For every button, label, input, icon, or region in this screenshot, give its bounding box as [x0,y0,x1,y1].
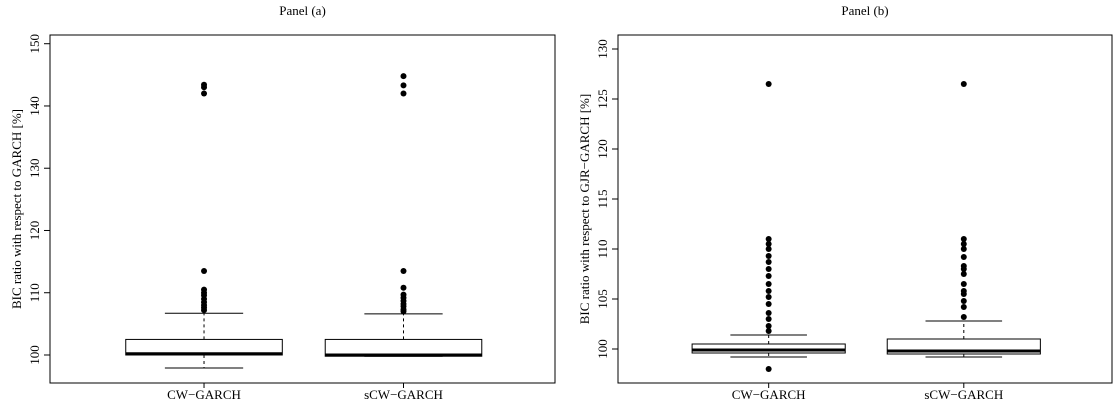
outlier [201,267,208,274]
outlier [765,366,772,372]
outlier [765,81,772,87]
outlier [765,281,772,287]
outlier [960,263,967,269]
plot-frame [617,34,1113,384]
outlier [960,304,967,310]
y-tick-label: 120 [27,221,42,241]
y-tick-label: 110 [595,239,610,258]
y-tick-label: 100 [595,339,610,359]
outlier [400,73,407,80]
outlier [400,267,407,274]
outlier [765,241,772,247]
outlier [960,254,967,260]
outlier [765,316,772,322]
outlier [201,81,208,88]
outlier [960,246,967,252]
y-tick-label: 115 [595,189,610,208]
outlier [765,301,772,307]
outlier [960,288,967,294]
y-tick-label: 140 [27,96,42,116]
y-tick-label: 130 [27,158,42,178]
y-axis-label: BIC ratio with respect to GJR−GARCH [%] [577,94,592,324]
outlier [765,253,772,259]
outlier [765,294,772,300]
x-tick-label: sCW−GARCH [364,387,443,402]
panel-title: Panel (b) [841,3,888,18]
outlier [201,286,208,293]
outlier [765,266,772,272]
outlier [960,271,967,277]
y-axis-label: BIC ratio with respect to GARCH [%] [9,109,24,309]
outlier [960,314,967,320]
outlier [201,90,208,97]
x-tick-label: CW−GARCH [167,387,241,402]
outlier [765,328,772,334]
outlier [765,310,772,316]
y-tick-label: 150 [27,34,42,54]
outlier [765,323,772,329]
y-tick-label: 105 [595,289,610,309]
outlier [400,90,407,97]
plot-frame [49,34,556,384]
outlier [765,259,772,265]
outlier [960,236,967,242]
outlier [765,236,772,242]
y-tick-label: 120 [595,139,610,159]
outlier [765,246,772,252]
y-tick-label: 125 [595,89,610,109]
y-tick-label: 130 [595,39,610,59]
outlier [765,288,772,294]
panel-title: Panel (a) [279,3,326,18]
outlier [960,298,967,304]
x-tick-label: sCW−GARCH [924,387,1003,402]
outlier [400,284,407,291]
outlier [960,241,967,247]
x-tick-label: CW−GARCH [732,387,806,402]
y-tick-label: 110 [27,283,42,302]
outlier [400,82,407,89]
outlier [765,273,772,279]
outlier [960,81,967,87]
outlier [400,291,407,298]
outlier [960,281,967,287]
y-tick-label: 100 [27,345,42,365]
